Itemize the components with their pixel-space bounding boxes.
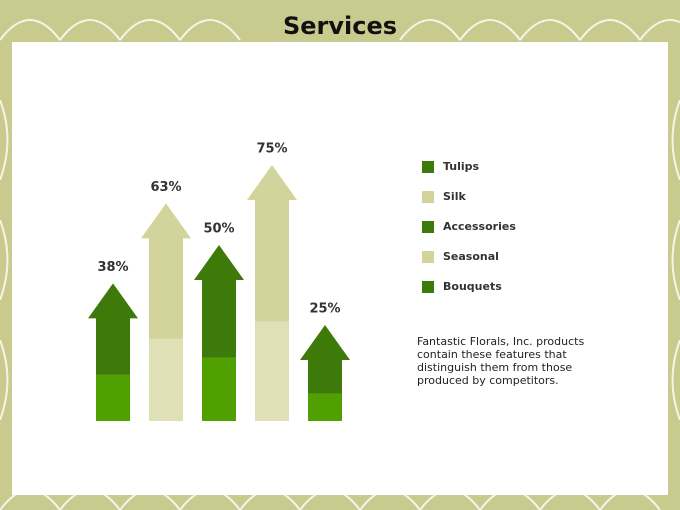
arrow-base [255, 321, 289, 421]
legend-swatch [422, 161, 434, 173]
data-label: 75% [256, 142, 287, 157]
arrow-head [194, 245, 244, 358]
legend-label: Silk [443, 190, 466, 203]
legend-label: Tulips [443, 160, 480, 173]
legend-label: Seasonal [443, 250, 499, 263]
arrow-head [247, 165, 297, 322]
arrow-head [88, 283, 138, 375]
legend-swatch [422, 281, 434, 293]
slide-title: Services [283, 12, 397, 40]
data-label: 25% [309, 302, 340, 317]
arrow-base [149, 338, 183, 421]
legend-swatch [422, 221, 434, 233]
data-label: 38% [97, 260, 128, 275]
arrow-base [308, 393, 342, 421]
legend-swatch [422, 191, 434, 203]
legend-label: Accessories [443, 220, 516, 233]
arrow-base [202, 357, 236, 421]
legend-swatch [422, 251, 434, 263]
arrow [141, 203, 191, 421]
arrow-head [141, 203, 191, 339]
data-label: 63% [150, 180, 181, 195]
arrow-base [96, 374, 130, 421]
description: Fantastic Florals, Inc. products contain… [417, 335, 585, 387]
arrow [88, 283, 138, 421]
data-label: 50% [203, 222, 234, 237]
arrow [300, 325, 350, 421]
arrow [247, 165, 297, 421]
arrow [194, 245, 244, 421]
arrow-head [300, 325, 350, 394]
legend-label: Bouquets [443, 280, 502, 293]
